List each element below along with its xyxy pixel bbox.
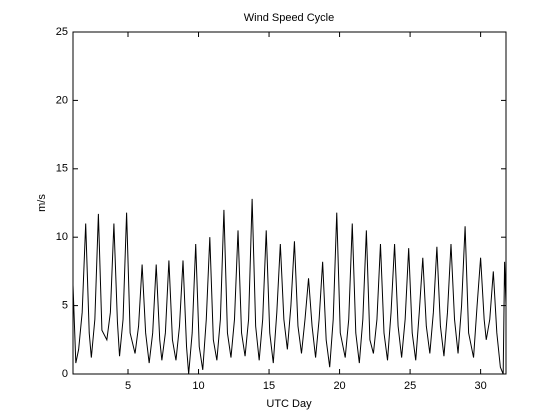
chart-title: Wind Speed Cycle [244, 12, 335, 24]
y-tick-label: 15 [56, 163, 68, 175]
data-line [72, 198, 507, 375]
y-tick-label: 20 [56, 94, 68, 106]
x-tick-label: 5 [125, 380, 131, 392]
x-tick-label: 25 [404, 380, 416, 392]
plot-frame [72, 31, 507, 375]
x-axis-label: UTC Day [266, 398, 312, 410]
y-axis-label: m/s [36, 194, 48, 212]
y-tick-label: 10 [56, 231, 68, 243]
x-tick-label: 20 [333, 380, 345, 392]
y-tick-label: 25 [56, 26, 68, 38]
y-tick-label: 0 [62, 368, 68, 380]
x-tick-label: 30 [474, 380, 486, 392]
y-tick-label: 5 [62, 300, 68, 312]
x-tick-label: 10 [192, 380, 204, 392]
x-tick-label: 15 [263, 380, 275, 392]
